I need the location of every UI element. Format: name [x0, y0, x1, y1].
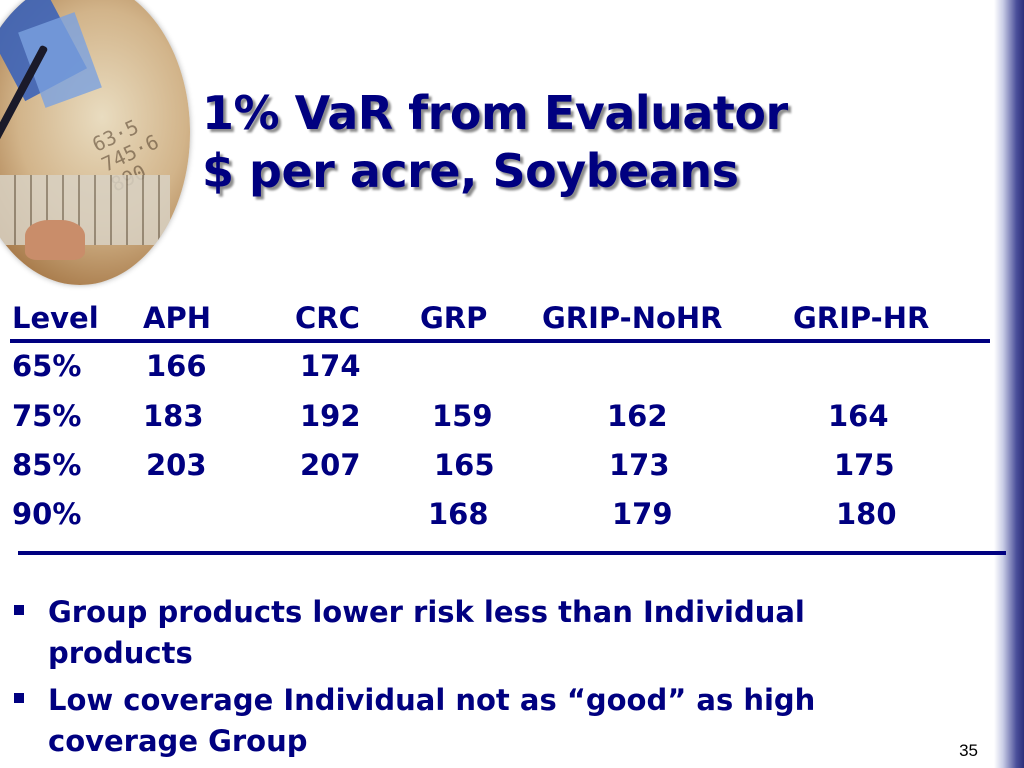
header-crc: CRC	[295, 301, 360, 335]
table-cell: 165	[434, 448, 495, 482]
table-cell: 85%	[12, 448, 82, 482]
table-cell: 179	[612, 497, 673, 531]
table-cell: 175	[834, 448, 895, 482]
bullet-list: Group products lower risk less than Indi…	[12, 592, 912, 768]
header-grip-nohr: GRIP-NoHR	[542, 301, 723, 335]
header-level: Level	[12, 301, 99, 335]
table-cell: 174	[300, 349, 361, 383]
table-cell: 90%	[12, 497, 82, 531]
slide-title-line-1: 1% VaR from Evaluator	[202, 86, 788, 140]
table-cell: 180	[836, 497, 897, 531]
bullet-text: Low coverage Individual not as “good” as…	[48, 683, 816, 758]
table-cell: 159	[432, 399, 493, 433]
table-cell: 203	[146, 448, 207, 482]
table-cell: 207	[300, 448, 361, 482]
table-cell: 162	[607, 399, 668, 433]
bullet-text: Group products lower risk less than Indi…	[48, 595, 805, 670]
bullet-item: Low coverage Individual not as “good” as…	[12, 680, 912, 762]
bullet-item: Group products lower risk less than Indi…	[12, 592, 912, 674]
table-cell: 65%	[12, 349, 82, 383]
table-cell: 75%	[12, 399, 82, 433]
slide-title-line-2: $ per acre, Soybeans	[202, 144, 739, 198]
header-divider	[10, 339, 990, 343]
header-grp: GRP	[420, 301, 488, 335]
table-cell: 173	[609, 448, 670, 482]
decorative-side-bar	[994, 0, 1024, 768]
header-aph: APH	[143, 301, 211, 335]
table-cell: 164	[828, 399, 889, 433]
header-grip-hr: GRIP-HR	[793, 301, 930, 335]
slide-title: 1% VaR from Evaluator $ per acre, Soybea…	[202, 84, 788, 200]
table-cell: 168	[428, 497, 489, 531]
square-bullet-icon	[14, 605, 24, 615]
page-number: 35	[959, 741, 978, 760]
table-bottom-rule	[18, 551, 1006, 555]
square-bullet-icon	[14, 693, 24, 703]
table-cell: 183	[143, 399, 204, 433]
table-cell: 192	[300, 399, 361, 433]
table-cell: 166	[146, 349, 207, 383]
